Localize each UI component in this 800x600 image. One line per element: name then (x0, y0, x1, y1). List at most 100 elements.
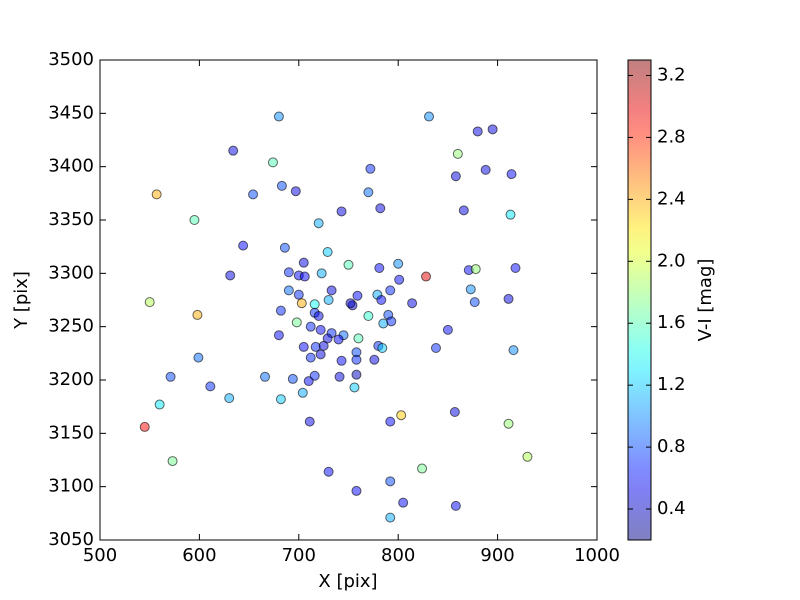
scatter-point (480, 164, 491, 175)
y-tick-label: 3300 (48, 262, 94, 283)
scatter-point (386, 316, 397, 327)
scatter-point (377, 343, 388, 353)
scatter-point (352, 290, 363, 301)
scatter-point (283, 267, 294, 278)
scatter-point (267, 157, 278, 168)
y-axis-label: Y [pix] (11, 271, 32, 330)
scatter-point (487, 124, 498, 135)
scatter-point (336, 355, 347, 366)
scatter-point (290, 186, 301, 197)
scatter-point (228, 145, 239, 156)
scatter-point (351, 485, 362, 496)
scatter-point (313, 218, 324, 229)
scatter-point (385, 416, 396, 427)
scatter-point (469, 297, 480, 308)
scatter-point (396, 410, 407, 421)
scatter-point (315, 349, 326, 360)
scatter-point (297, 387, 308, 398)
colorbar-label: V-I [mag] (695, 259, 716, 342)
scatter-point (305, 352, 316, 363)
scatter-point (154, 399, 165, 410)
scatter-point (189, 215, 200, 225)
scatter-point (393, 258, 404, 269)
scatter-point (287, 373, 298, 384)
scatter-point (385, 285, 396, 296)
x-tick-label: 1000 (574, 545, 620, 566)
scatter-point (304, 416, 315, 427)
colorbar-tick-label: 2.0 (657, 250, 686, 271)
scatter-point (375, 203, 386, 214)
y-tick-label: 3250 (48, 316, 94, 337)
scatter-point (374, 263, 385, 273)
scatter-point (450, 171, 461, 182)
scatter-point (472, 126, 483, 137)
scatter-point (291, 317, 302, 328)
scatter-point (417, 463, 428, 474)
scatter-point (421, 271, 432, 282)
scatter-point (323, 466, 334, 477)
scatter-point (505, 209, 516, 220)
scatter-point (351, 369, 362, 380)
scatter-point (365, 163, 376, 174)
scatter-point (450, 500, 461, 511)
scatter-point (449, 407, 460, 417)
scatter-point (385, 512, 396, 523)
y-tick-label: 3350 (48, 209, 94, 230)
scatter-point (326, 285, 337, 296)
scatter-point (298, 341, 309, 352)
scatter-point (323, 295, 334, 305)
colorbar-tick-label: 1.6 (657, 312, 686, 333)
y-tick-label: 3050 (48, 529, 94, 550)
scatter-point (260, 371, 271, 382)
x-tick-label: 700 (282, 545, 316, 566)
scatter-point (333, 334, 344, 345)
scatter-point (192, 309, 203, 320)
scatter-point (343, 259, 354, 270)
scatter-point (299, 271, 310, 282)
scatter-point (363, 311, 374, 321)
colorbar-tick-label: 2.8 (657, 126, 686, 147)
scatter-point (309, 299, 320, 310)
scatter-point (394, 274, 405, 285)
scatter-point (430, 343, 441, 353)
y-tick-label: 3150 (48, 422, 94, 443)
plot-frame (99, 59, 598, 541)
scatter-point (205, 381, 216, 392)
scatter-point (398, 497, 409, 508)
x-tick-label: 800 (381, 545, 415, 566)
scatter-point (275, 305, 286, 316)
scatter-point (305, 321, 316, 332)
colorbar-tick-label: 3.2 (657, 64, 686, 85)
scatter-point (296, 298, 307, 309)
scatter-point (316, 268, 327, 279)
y-tick-label: 3500 (48, 49, 94, 70)
scatter-point (139, 421, 150, 432)
scatter-point (452, 148, 463, 159)
scatter-point (193, 352, 204, 363)
scatter-point (225, 270, 236, 281)
scatter-point (315, 324, 326, 335)
scatter-point (165, 371, 176, 382)
scatter-point (238, 240, 249, 251)
scatter-point (508, 345, 519, 356)
scatter-point (369, 354, 380, 365)
scatter-point (345, 298, 356, 309)
scatter-point (506, 169, 517, 180)
scatter-point (470, 264, 481, 275)
scatter-point (273, 111, 284, 122)
scatter-point (363, 187, 374, 198)
x-axis-label: X [pix] (318, 571, 377, 592)
scatter-point (144, 297, 155, 308)
y-tick-label: 3100 (48, 476, 94, 497)
scatter-point (276, 180, 287, 191)
scatter-point (273, 330, 284, 341)
scatter-point (503, 293, 514, 304)
y-tick-label: 3450 (48, 102, 94, 123)
scatter-point (376, 295, 387, 305)
scatter-point (510, 263, 521, 273)
scatter-point (351, 354, 362, 365)
scatter-point (279, 242, 290, 253)
scatter-point (318, 340, 329, 351)
scatter-point (224, 393, 235, 404)
x-tick-label: 900 (480, 545, 514, 566)
